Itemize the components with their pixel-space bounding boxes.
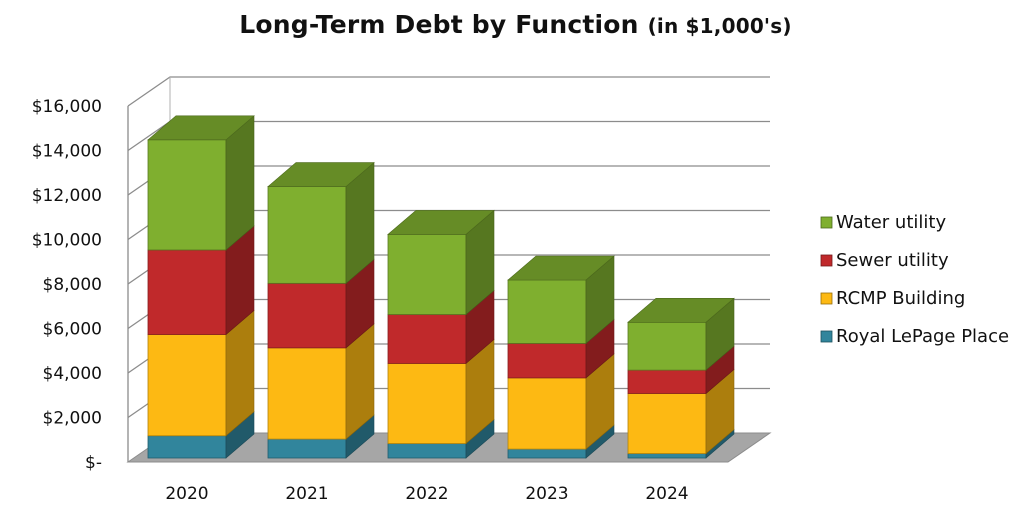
bar-front-rcmp-building bbox=[627, 393, 707, 454]
bar-segment bbox=[387, 338, 495, 445]
bar-segment bbox=[507, 318, 615, 379]
y-tick-label: $10,000 bbox=[32, 231, 102, 251]
x-tick-label: 2023 bbox=[525, 484, 568, 504]
bars bbox=[147, 115, 735, 459]
bar-segment bbox=[507, 353, 615, 450]
bar-top bbox=[267, 162, 375, 187]
bar-stack-2021 bbox=[267, 161, 375, 459]
legend-label: RCMP Building bbox=[836, 288, 965, 309]
chart-subtitle: (in $1,000's) bbox=[647, 14, 792, 38]
bar-segment bbox=[387, 209, 495, 316]
legend-item: RCMP Building bbox=[820, 288, 965, 309]
bar-front-sewer-utility bbox=[627, 369, 707, 394]
legend-swatch bbox=[820, 216, 833, 229]
bar-stack-2022 bbox=[387, 209, 495, 459]
x-tick-label: 2020 bbox=[165, 484, 208, 504]
bar-front-sewer-utility bbox=[267, 282, 347, 349]
bar-front-royal-lepage-place bbox=[507, 448, 587, 459]
bar-front-sewer-utility bbox=[507, 343, 587, 379]
bar-segment bbox=[387, 418, 495, 459]
legend-swatch bbox=[820, 254, 833, 267]
bar-front-water-utility bbox=[627, 321, 707, 371]
x-axis-ticks: 2020 2021 2022 2023 2024 bbox=[165, 484, 688, 504]
legend-item: Sewer utility bbox=[820, 250, 949, 271]
bar-front-water-utility bbox=[387, 233, 467, 315]
bar-front-royal-lepage-place bbox=[387, 443, 467, 459]
bar-top bbox=[627, 297, 735, 323]
bar-segment bbox=[507, 255, 615, 345]
y-tick-label: $6,000 bbox=[43, 320, 102, 340]
y-tick-label: $8,000 bbox=[43, 275, 102, 295]
bar-front-water-utility bbox=[267, 186, 347, 284]
bar-segment bbox=[147, 309, 255, 437]
legend: Water utility Sewer utility RCMP Building R… bbox=[820, 212, 1009, 347]
legend-item: Royal LePage Place bbox=[820, 326, 1009, 347]
legend-label: Sewer utility bbox=[836, 250, 949, 271]
x-tick-label: 2024 bbox=[645, 484, 688, 504]
bar-segment bbox=[627, 368, 735, 455]
x-tick-label: 2021 bbox=[285, 484, 328, 504]
bar-segment bbox=[267, 258, 375, 349]
legend-label: Royal LePage Place bbox=[836, 326, 1009, 347]
bar-top bbox=[507, 255, 615, 281]
bar-front-royal-lepage-place bbox=[267, 438, 347, 459]
bar-stack-2024 bbox=[627, 297, 735, 459]
bar-top bbox=[147, 115, 255, 141]
bar-front-royal-lepage-place bbox=[147, 435, 227, 459]
bar-front-rcmp-building bbox=[147, 334, 227, 437]
bar-segment bbox=[267, 161, 375, 284]
legend-item: Water utility bbox=[820, 212, 946, 233]
legend-label: Water utility bbox=[836, 212, 946, 233]
bar-front-sewer-utility bbox=[387, 314, 467, 364]
bar-front-rcmp-building bbox=[387, 363, 467, 444]
bar-front-sewer-utility bbox=[147, 249, 227, 335]
y-tick-label: $- bbox=[85, 453, 102, 473]
bar-front-water-utility bbox=[147, 139, 227, 251]
y-axis-ticks: $- $2,000 $4,000 $6,000 $8,000 $10,000 $12,000… bbox=[32, 97, 102, 473]
y-tick-label: $14,000 bbox=[32, 142, 102, 162]
bar-top bbox=[387, 210, 495, 235]
bar-segment bbox=[627, 297, 735, 371]
legend-swatch bbox=[820, 292, 833, 305]
bar-segment bbox=[627, 345, 735, 395]
bar-front-royal-lepage-place bbox=[627, 453, 707, 459]
x-tick-label: 2022 bbox=[405, 484, 448, 504]
bar-front-rcmp-building bbox=[267, 347, 347, 440]
legend-swatch bbox=[820, 330, 833, 343]
chart-title: Long-Term Debt by Function (in $1,000's) bbox=[0, 10, 1031, 39]
bar-front-water-utility bbox=[507, 279, 587, 344]
y-tick-label: $2,000 bbox=[43, 409, 102, 429]
bar-segment bbox=[267, 323, 375, 440]
y-tick-label: $16,000 bbox=[32, 97, 102, 117]
bar-stack-2023 bbox=[507, 255, 615, 459]
bar-stack-2020 bbox=[147, 115, 255, 459]
chart-title-main: Long-Term Debt by Function bbox=[239, 10, 639, 39]
bar-segment bbox=[147, 115, 255, 251]
y-tick-label: $12,000 bbox=[32, 186, 102, 206]
bar-front-rcmp-building bbox=[507, 377, 587, 450]
y-tick-label: $4,000 bbox=[43, 364, 102, 384]
